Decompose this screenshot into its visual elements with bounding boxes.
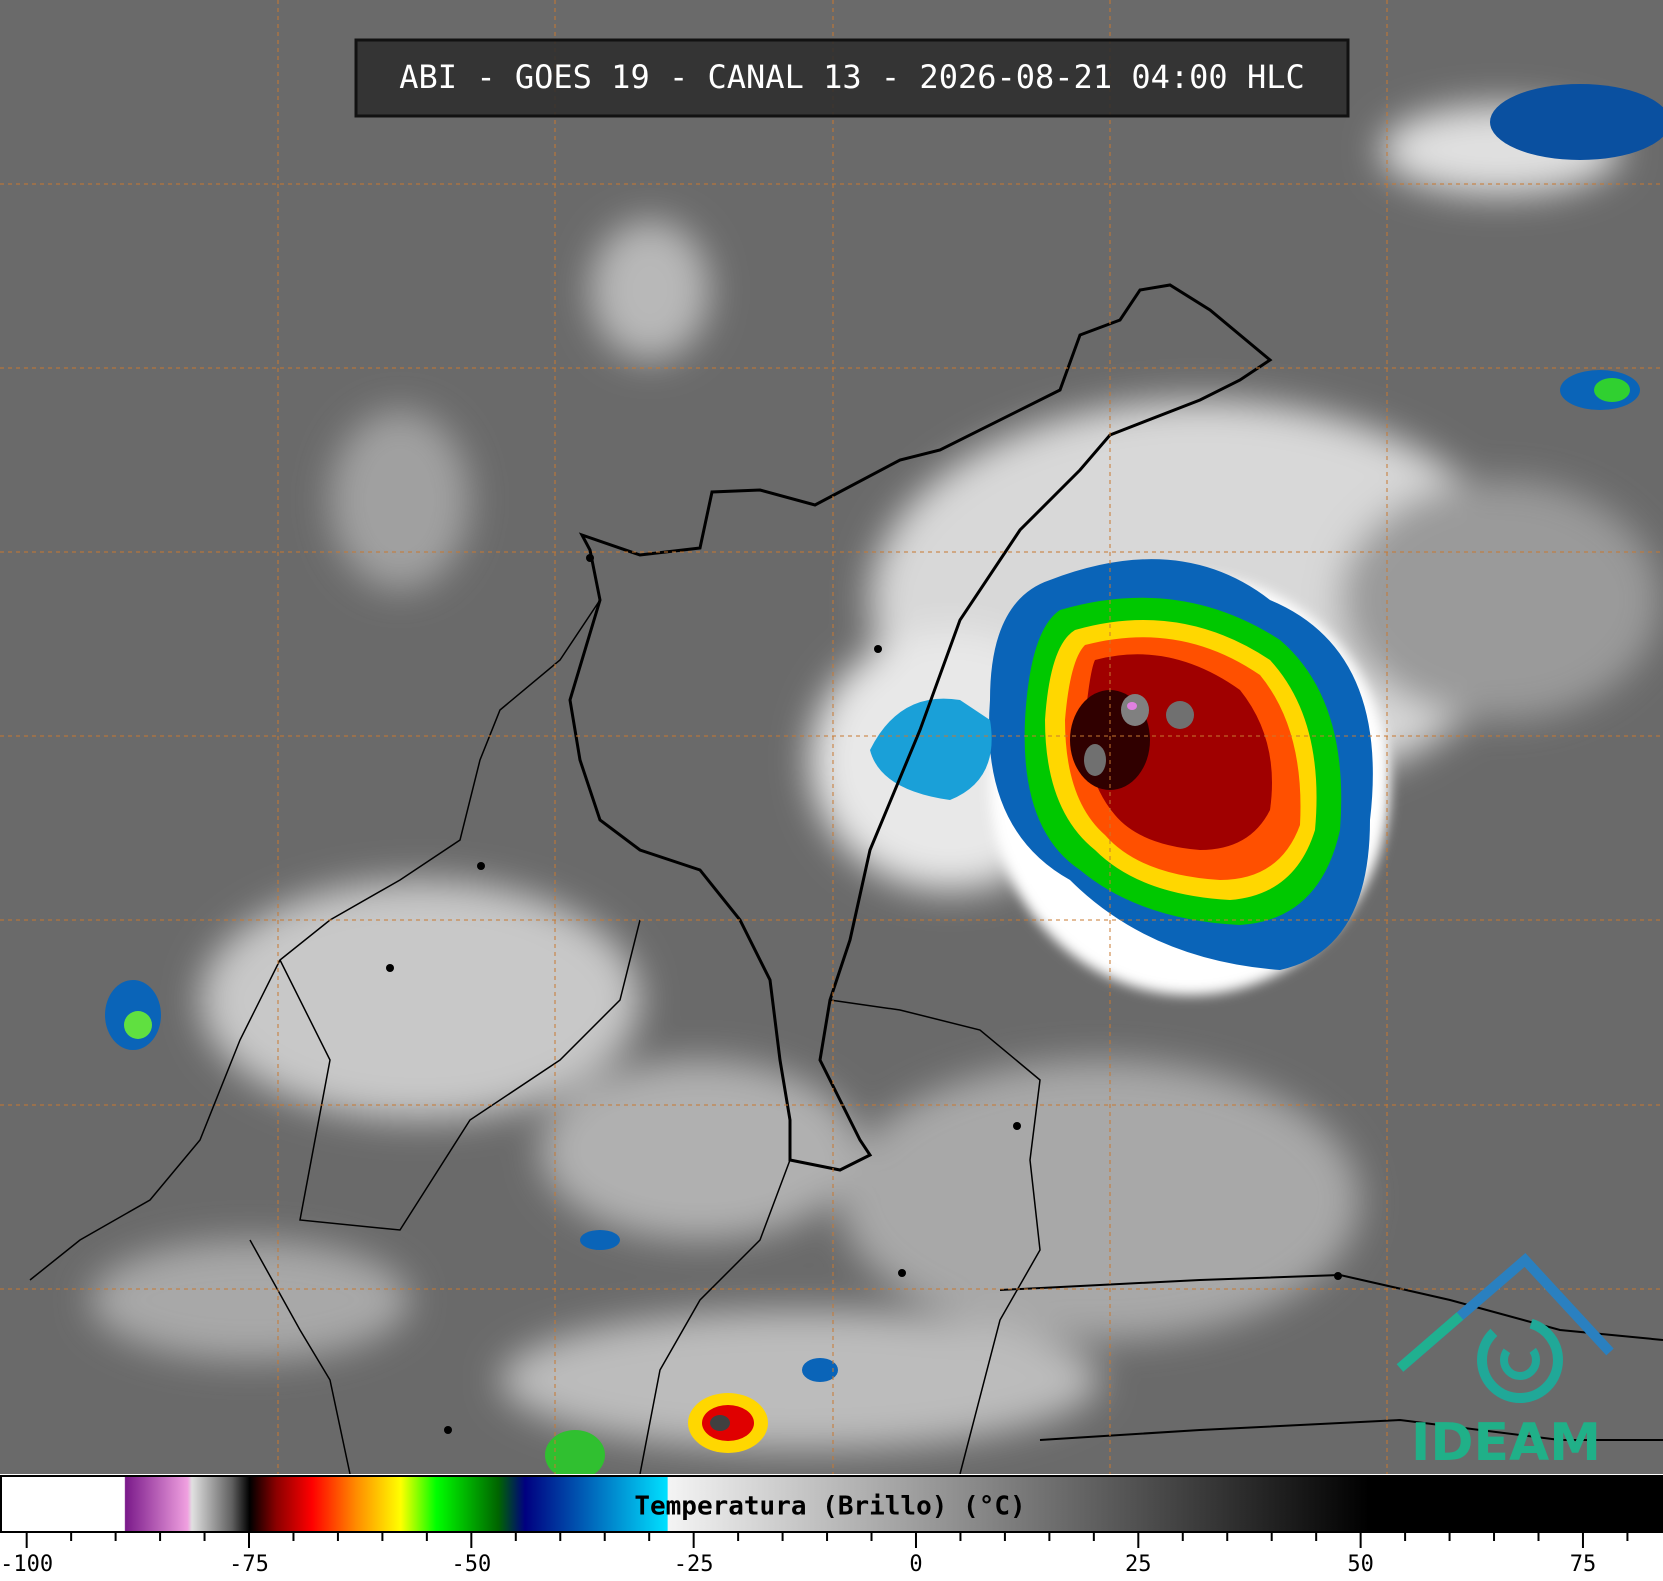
tick-label: -75 bbox=[229, 1552, 269, 1577]
small-storms bbox=[105, 84, 1663, 1480]
colorbar-label: Temperatura (Brillo) (°C) bbox=[634, 1492, 1025, 1522]
tick-label: 75 bbox=[1570, 1552, 1597, 1577]
tick-label: -50 bbox=[451, 1552, 491, 1577]
cities bbox=[386, 554, 1342, 1434]
title: ABI - GOES 19 - CANAL 13 - 2026-08-21 04… bbox=[399, 58, 1304, 96]
graticule bbox=[0, 0, 1663, 1474]
title-box bbox=[354, 38, 1350, 118]
tick-label: 25 bbox=[1125, 1552, 1152, 1577]
logo: IDEAM bbox=[1396, 1253, 1614, 1473]
tick-label: 50 bbox=[1347, 1552, 1374, 1577]
storm bbox=[870, 559, 1390, 995]
colorbar bbox=[0, 1475, 1663, 1533]
tick-label: -100 bbox=[0, 1552, 53, 1577]
tick-label: 0 bbox=[909, 1552, 922, 1577]
tick-label: -25 bbox=[674, 1552, 714, 1577]
logo-text: IDEAM bbox=[1411, 1413, 1601, 1473]
colorbar-ticks: -100 -75 -50 -25 0 25 50 75 bbox=[0, 1532, 1629, 1577]
